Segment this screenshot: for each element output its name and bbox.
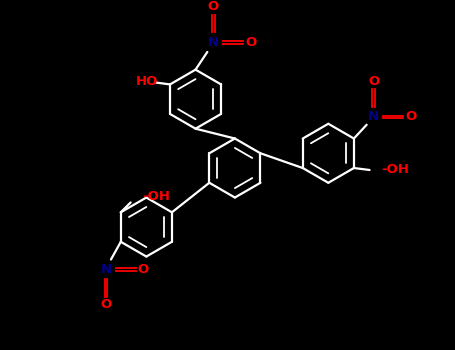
Text: N: N (207, 36, 219, 49)
Text: O: O (207, 0, 219, 13)
Text: -OH: -OH (142, 190, 171, 203)
Text: N: N (368, 110, 379, 124)
Text: O: O (245, 36, 256, 49)
Text: HO: HO (136, 75, 158, 88)
Text: O: O (101, 298, 111, 311)
Text: -OH: -OH (381, 162, 410, 175)
Text: O: O (138, 263, 149, 276)
Text: O: O (405, 110, 417, 124)
Text: N: N (101, 263, 111, 276)
Text: O: O (368, 75, 379, 88)
